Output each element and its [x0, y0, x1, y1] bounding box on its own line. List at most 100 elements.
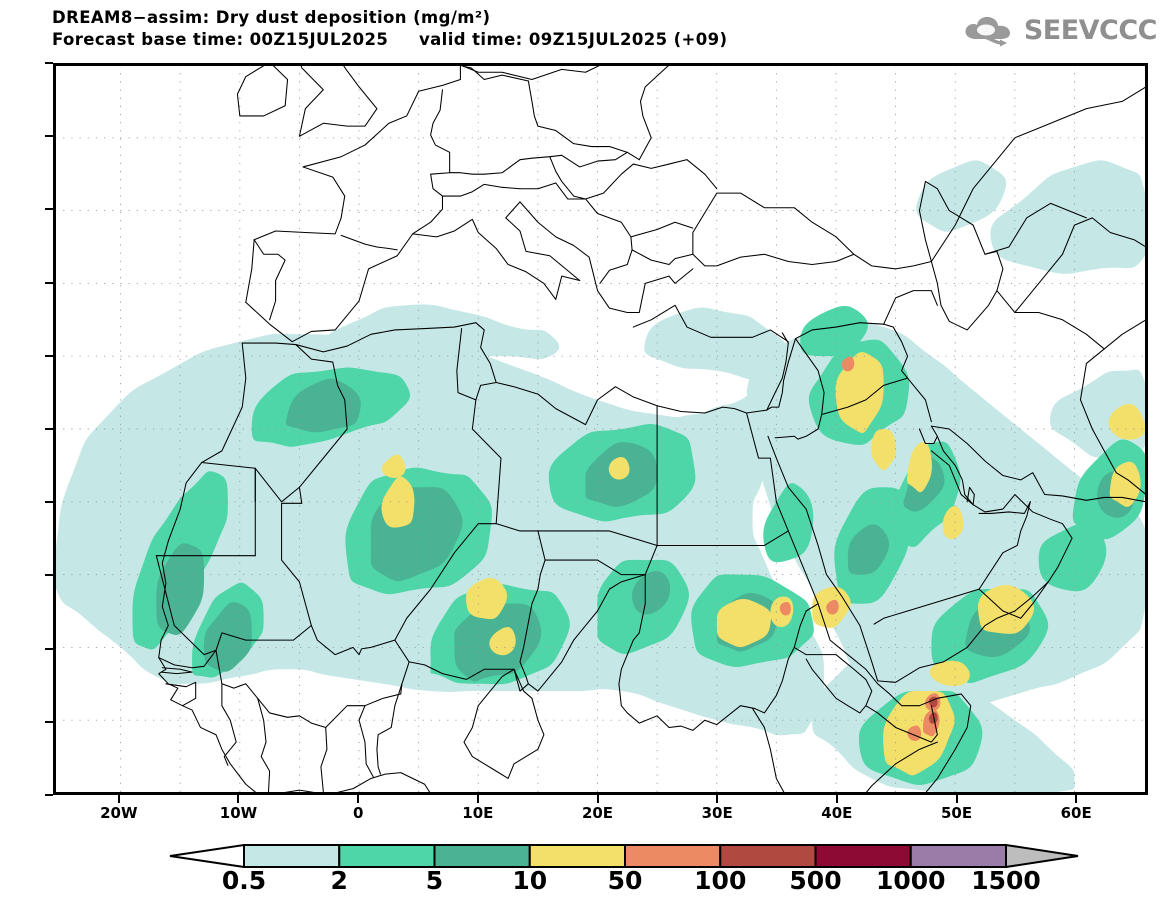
coastlines-and-borders [55, 65, 1146, 793]
map-outline [527, 80, 640, 161]
x-axis-tick-label: 50E [940, 804, 973, 822]
y-axis-tick [45, 647, 53, 650]
contour-band [716, 598, 772, 648]
map-outline [865, 705, 938, 743]
map-outline [165, 681, 197, 707]
map-outline [257, 697, 271, 793]
map-outline [783, 322, 932, 423]
map-outline [883, 290, 938, 325]
map-outline [561, 151, 628, 168]
y-axis-tick [45, 354, 53, 357]
contour-band [285, 378, 361, 433]
map-outline [505, 201, 694, 314]
contour-band [928, 712, 938, 724]
logo-text: SEEVCCC [1023, 14, 1158, 46]
map-outline [519, 182, 587, 200]
colorbar-band [243, 844, 341, 868]
contour-band [1038, 522, 1107, 592]
contour-band [907, 725, 922, 741]
colorbar-tick-label: 500 [789, 866, 842, 895]
contour-band [929, 660, 970, 687]
colorbar-tick-label: 1500 [971, 866, 1041, 895]
map-outline [544, 559, 646, 576]
map-outline [978, 501, 1031, 514]
y-axis-tick [45, 574, 53, 577]
x-axis-tick-label: 10W [219, 804, 258, 822]
map-outline [527, 574, 646, 692]
colorbar-band [814, 844, 912, 868]
x-axis-tick [955, 795, 958, 803]
x-axis-tick [596, 795, 599, 803]
map-outline [774, 435, 795, 439]
map-outline [630, 221, 694, 238]
contour-band [835, 352, 884, 434]
colorbar-band [624, 844, 722, 868]
map-outline [412, 183, 521, 235]
contour-band [871, 429, 897, 471]
y-axis-tick [45, 501, 53, 504]
map-outline [253, 239, 286, 321]
map-outline [631, 249, 694, 266]
map-outline [358, 705, 374, 778]
map-outline [298, 65, 378, 137]
x-axis-tick [237, 795, 240, 803]
contour-band [779, 601, 791, 616]
x-axis-tick-label: 10E [462, 804, 494, 822]
x-axis-tick [476, 795, 479, 803]
chart-header: DREAM8−assim: Dry dust deposition (mg/m²… [0, 0, 1165, 58]
map-outline [459, 65, 529, 82]
map-outline [430, 154, 563, 197]
contour-band [632, 571, 671, 615]
colorbar-over-arrow [1005, 843, 1079, 868]
x-axis-tick [1075, 795, 1078, 803]
map-outline [767, 425, 1073, 683]
map-outline [930, 425, 1146, 503]
map-outline [918, 428, 938, 445]
map-outline [793, 338, 825, 440]
x-axis-tick-label: 0 [352, 804, 364, 822]
chart-subtitle: Forecast base time: 00Z15JUL2025 valid t… [52, 30, 728, 49]
y-axis-tick [45, 62, 53, 64]
contour-band [466, 578, 507, 620]
map-outline [930, 450, 974, 506]
map-outline [430, 89, 451, 174]
map-outline [966, 486, 975, 506]
map-outline [618, 405, 819, 731]
map-outline [978, 581, 1049, 619]
map-outline [158, 342, 431, 793]
contour-band [916, 160, 1007, 232]
map-outline [766, 380, 785, 411]
contour-band [489, 627, 516, 656]
contour-band [847, 524, 890, 575]
map-outline [241, 322, 789, 426]
x-axis-tick [117, 795, 120, 803]
map-outline [752, 708, 938, 793]
contour-fills [55, 160, 1146, 793]
map-outline [158, 649, 217, 669]
contour-band [608, 457, 630, 480]
contour-band [990, 160, 1146, 274]
map-outline [254, 344, 348, 503]
map-outline [692, 192, 855, 267]
map-outline [656, 530, 789, 546]
y-axis-tick [45, 208, 53, 211]
seevccc-logo: SEEVCCC [962, 10, 1158, 50]
map-outline [746, 412, 972, 793]
colorbar-swatches [169, 843, 1079, 868]
contour-band [942, 505, 964, 540]
contour-band [841, 356, 855, 372]
map-outline [632, 304, 789, 343]
x-axis-tick [357, 795, 360, 803]
map-outline [471, 381, 502, 525]
colorbar-band [528, 844, 626, 868]
map-outline [585, 198, 633, 284]
map-outline [686, 159, 718, 190]
map-outline [984, 202, 1087, 255]
colorbar-tick-label: 50 [607, 866, 643, 895]
x-axis-tick-label: 20E [581, 804, 614, 822]
map-outline [245, 218, 581, 343]
colorbar-band [909, 844, 1007, 868]
contour-band [644, 307, 789, 380]
contour-band [381, 454, 406, 478]
y-axis-tick [45, 428, 53, 430]
